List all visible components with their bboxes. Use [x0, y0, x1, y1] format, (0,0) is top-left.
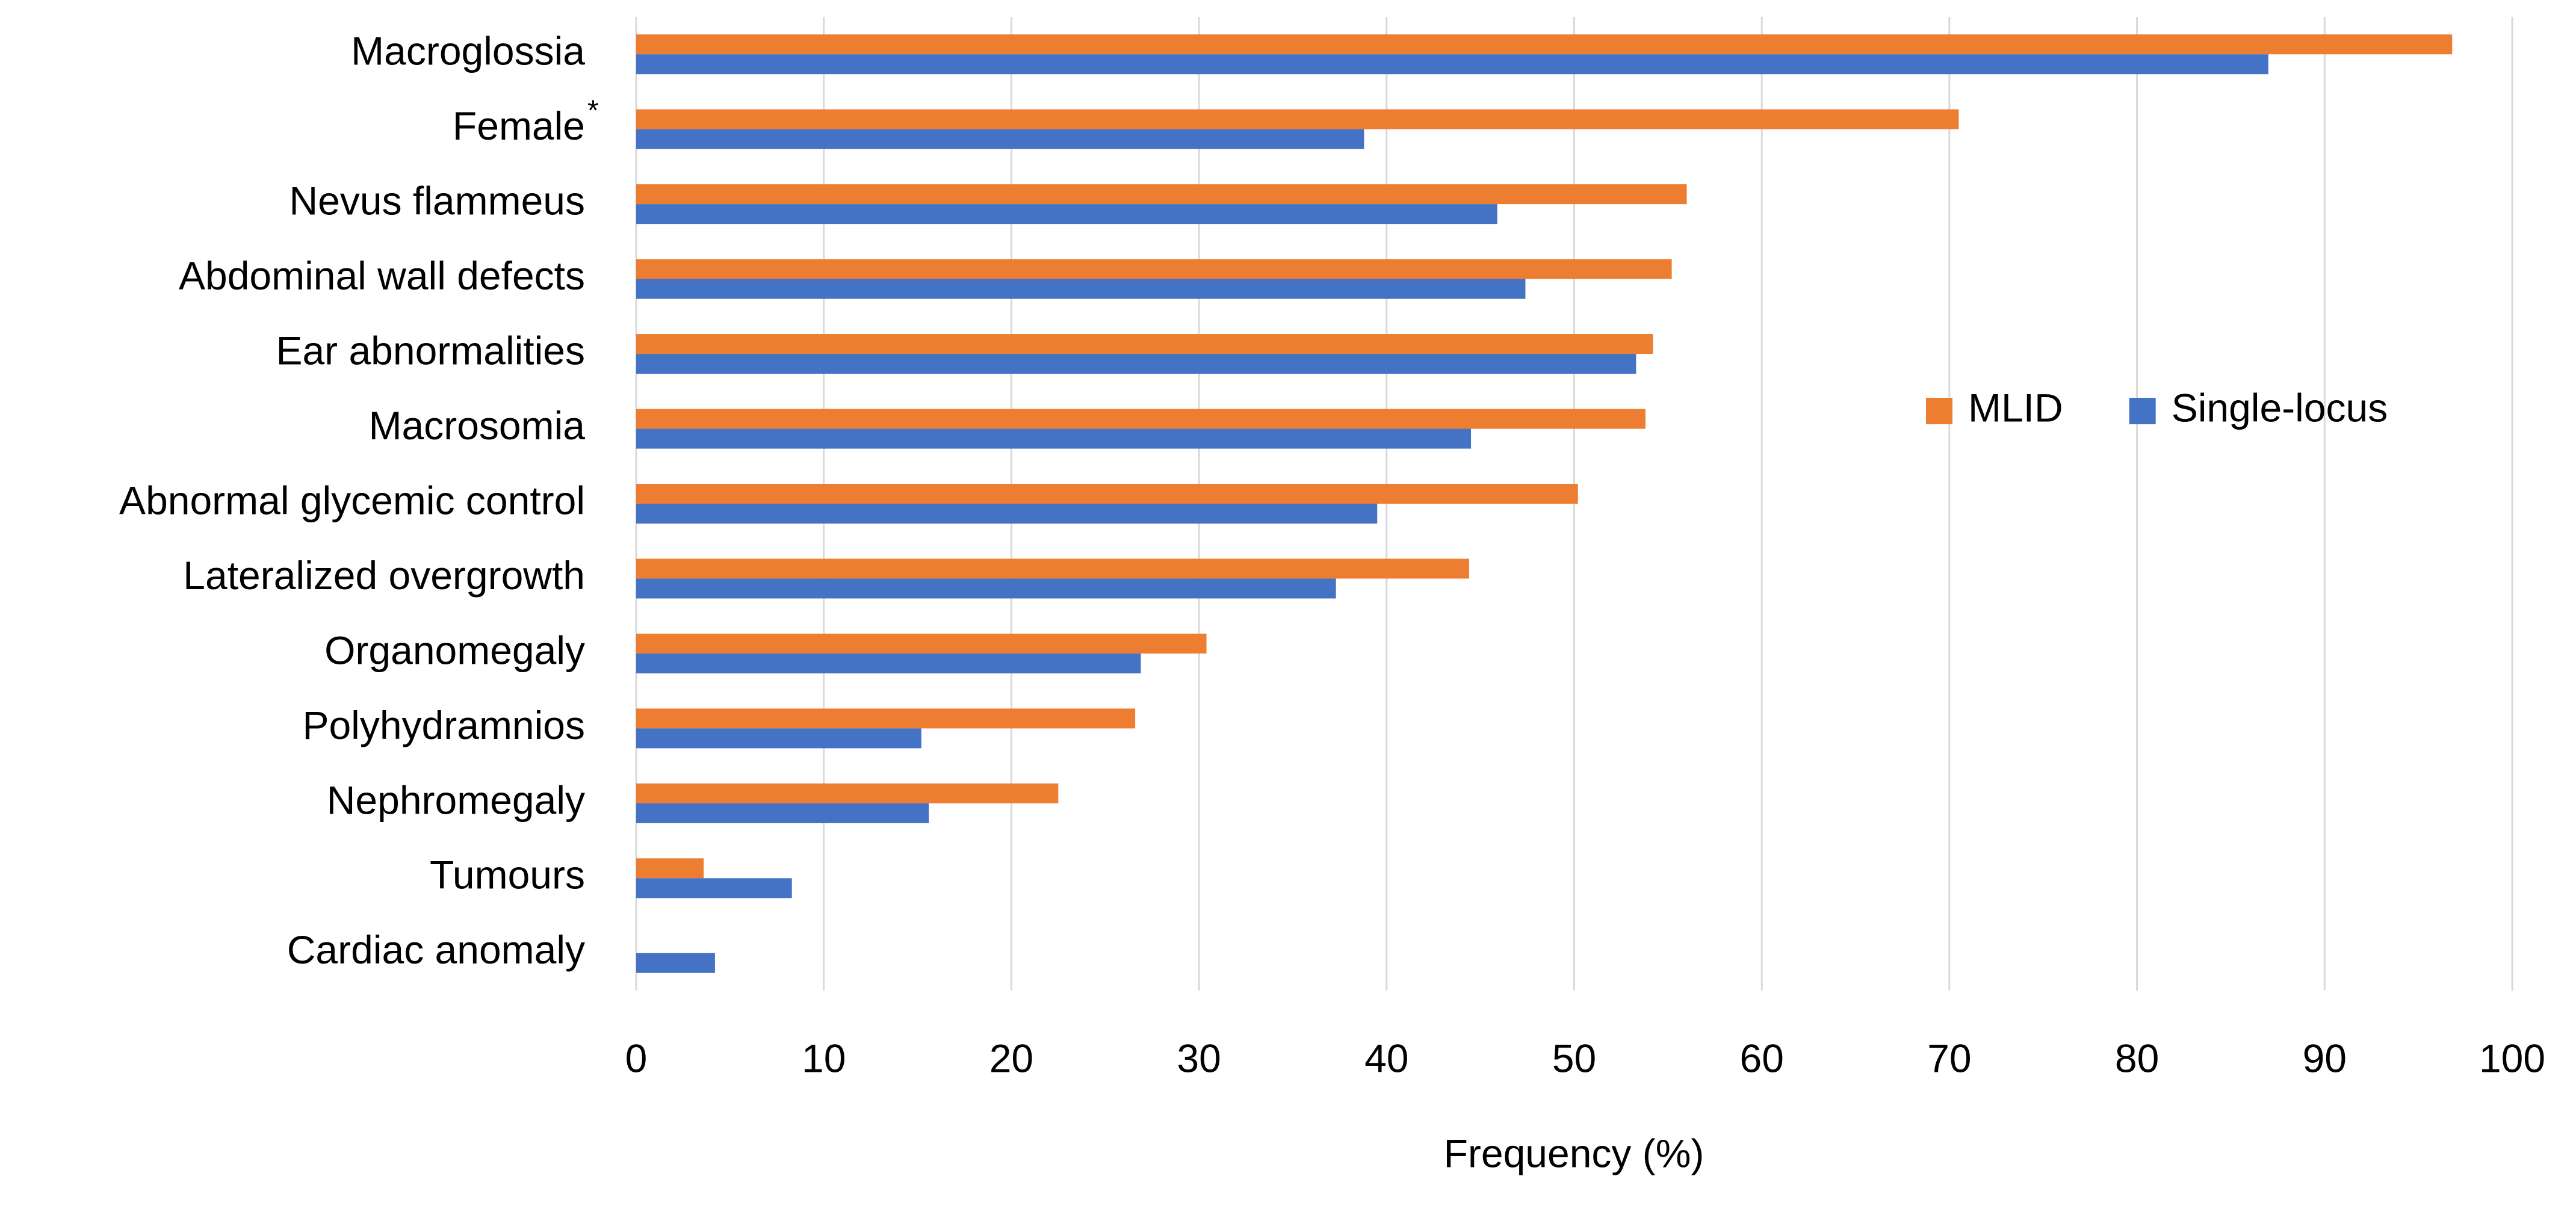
- bar: [636, 858, 704, 879]
- legend-label: MLID: [1968, 385, 2063, 430]
- y-tick-label: Macroglossia: [351, 29, 585, 73]
- y-tick-label: Ear abnormalities: [276, 329, 585, 373]
- bar: [636, 783, 1059, 803]
- x-tick-label: 70: [1927, 1036, 1971, 1080]
- bar: [636, 484, 1578, 504]
- x-tick-label: 10: [802, 1036, 846, 1080]
- legend-swatch: [1926, 398, 1952, 424]
- bar: [636, 354, 1636, 374]
- y-tick-label: Macrosomia: [369, 403, 586, 448]
- y-tick-label: Abdominal wall defects: [179, 253, 585, 298]
- y-tick-label: Polyhydramnios: [302, 703, 585, 747]
- y-tick-label: Nevus flammeus: [289, 179, 586, 223]
- bar: [636, 653, 1141, 673]
- x-tick-label: 0: [625, 1036, 648, 1080]
- y-tick-label: Lateralized overgrowth: [183, 553, 585, 598]
- bar: [636, 504, 1378, 524]
- x-tick-label: 100: [2479, 1036, 2545, 1080]
- y-tick-label: Nephromegaly: [327, 778, 585, 822]
- bar: [636, 204, 1497, 224]
- bar: [636, 578, 1336, 599]
- y-tick-label: Organomegaly: [324, 628, 585, 672]
- bar: [636, 708, 1136, 729]
- x-tick-label: 20: [989, 1036, 1033, 1080]
- bar: [636, 334, 1653, 354]
- legend-label: Single-locus: [2172, 385, 2388, 430]
- legend-swatch: [2129, 398, 2156, 424]
- bar: [636, 259, 1672, 279]
- y-tick-label: Abnormal glycemic control: [119, 478, 585, 522]
- bar: [636, 34, 2453, 55]
- x-tick-label: 30: [1177, 1036, 1221, 1080]
- x-tick-label: 60: [1739, 1036, 1783, 1080]
- y-tick-label: Female: [453, 104, 585, 148]
- bar: [636, 953, 715, 973]
- bar: [636, 878, 792, 898]
- bar: [636, 279, 1526, 299]
- bar: [636, 728, 921, 749]
- bar: [636, 803, 929, 823]
- x-axis-label: Frequency (%): [1444, 1131, 1704, 1175]
- bar: [636, 184, 1687, 205]
- x-tick-label: 90: [2303, 1036, 2347, 1080]
- x-tick-label: 50: [1552, 1036, 1596, 1080]
- bar: [636, 558, 1469, 579]
- bar: [636, 409, 1646, 429]
- x-tick-label: 80: [2115, 1036, 2159, 1080]
- bar: [636, 109, 1959, 129]
- y-tick-label: Cardiac anomaly: [287, 927, 585, 972]
- bar: [636, 129, 1364, 149]
- category-mark: *: [587, 94, 599, 126]
- bar: [636, 633, 1207, 654]
- bar: [636, 428, 1472, 449]
- bar: [636, 54, 2268, 75]
- y-tick-label: Tumours: [430, 853, 585, 897]
- x-tick-label: 40: [1364, 1036, 1408, 1080]
